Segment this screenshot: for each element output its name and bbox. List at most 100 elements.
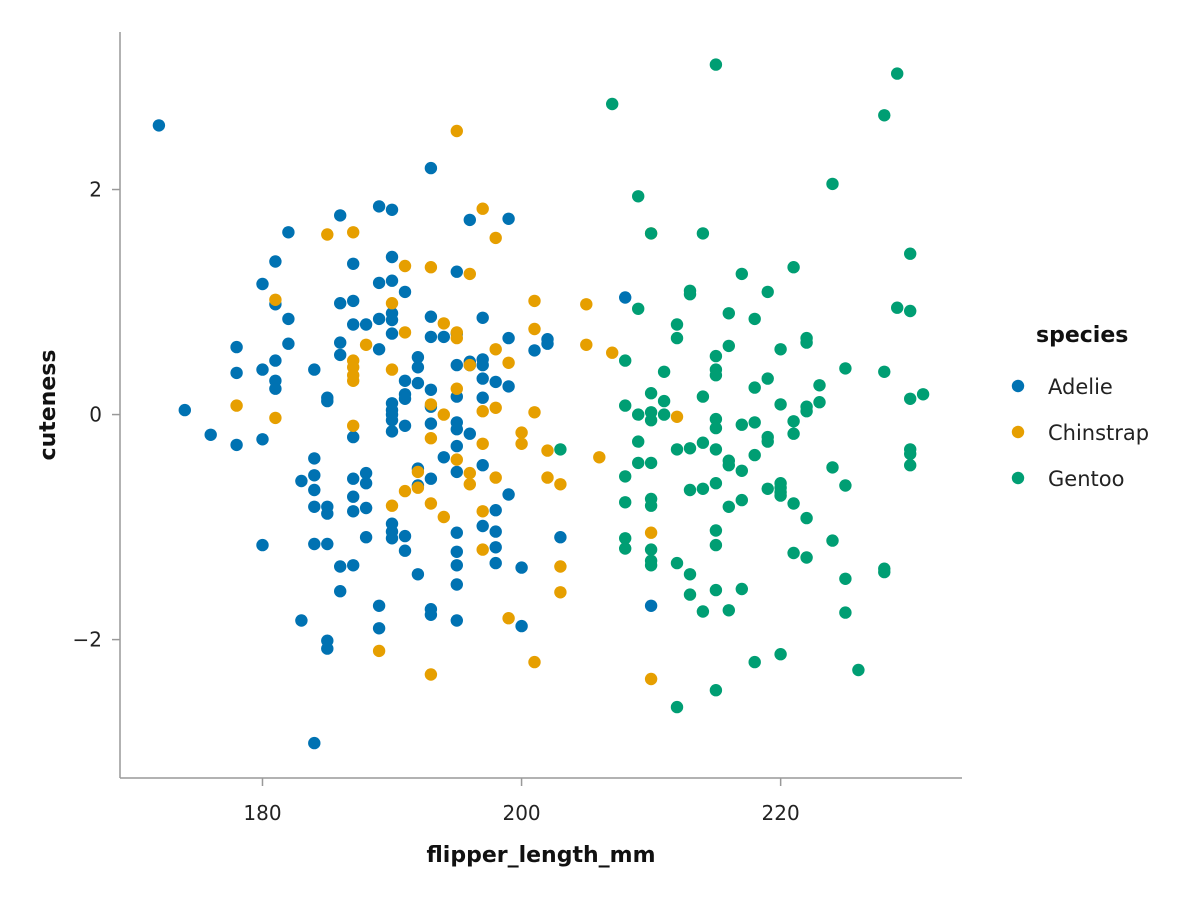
point-adelie <box>463 213 476 227</box>
point-adelie <box>359 531 373 544</box>
point-adelie <box>450 559 463 572</box>
point-adelie <box>411 351 425 364</box>
point-adelie <box>476 459 489 472</box>
point-adelie <box>269 255 282 268</box>
point-adelie <box>450 526 463 539</box>
point-adelie <box>450 614 463 627</box>
point-adelie <box>269 354 282 367</box>
point-chinstrap <box>476 437 489 450</box>
point-adelie <box>515 619 528 633</box>
point-chinstrap <box>398 259 412 273</box>
point-gentoo <box>904 304 917 318</box>
point-gentoo <box>683 483 697 497</box>
legend-label-adelie: Adelie <box>1048 375 1113 399</box>
x-tick-label: 220 <box>762 801 800 825</box>
point-chinstrap <box>347 226 360 239</box>
point-gentoo <box>619 496 632 509</box>
point-chinstrap <box>644 672 658 686</box>
point-gentoo <box>722 459 735 472</box>
point-adelie <box>372 312 386 326</box>
point-chinstrap <box>424 497 438 510</box>
point-chinstrap <box>437 408 450 421</box>
point-adelie <box>282 337 295 350</box>
point-adelie <box>489 541 502 554</box>
point-chinstrap <box>476 405 489 418</box>
point-chinstrap <box>424 668 438 681</box>
point-adelie <box>476 358 489 372</box>
point-adelie <box>437 451 450 464</box>
point-chinstrap <box>463 358 476 372</box>
point-gentoo <box>774 489 787 502</box>
point-adelie <box>295 474 308 488</box>
point-gentoo <box>800 551 813 564</box>
point-chinstrap <box>528 322 541 336</box>
point-adelie <box>450 358 463 372</box>
point-chinstrap <box>385 363 399 376</box>
point-adelie <box>502 331 515 345</box>
point-chinstrap <box>528 406 541 419</box>
point-adelie <box>489 525 502 538</box>
point-gentoo <box>787 415 800 428</box>
point-gentoo <box>709 58 723 71</box>
point-chinstrap <box>463 267 476 281</box>
point-adelie <box>385 327 399 340</box>
point-chinstrap <box>489 471 502 484</box>
point-adelie <box>230 340 243 354</box>
legend-entries: Adelie Chinstrap Gentoo <box>1011 375 1149 491</box>
point-gentoo <box>839 606 852 619</box>
point-adelie <box>644 599 658 612</box>
point-adelie <box>347 559 360 572</box>
point-adelie <box>308 452 321 465</box>
point-gentoo <box>800 336 813 349</box>
point-adelie <box>476 311 489 324</box>
point-gentoo <box>735 493 748 507</box>
point-gentoo <box>787 497 800 510</box>
x-tick-label: 200 <box>502 801 540 825</box>
point-adelie <box>450 545 463 558</box>
point-adelie <box>256 277 269 291</box>
point-chinstrap <box>450 331 463 345</box>
point-gentoo <box>632 456 645 470</box>
point-adelie <box>541 337 554 350</box>
point-adelie <box>152 119 166 132</box>
point-chinstrap <box>347 374 360 387</box>
point-adelie <box>424 310 438 323</box>
point-adelie <box>347 430 360 444</box>
point-chinstrap <box>528 294 541 308</box>
y-tick-label: 0 <box>89 403 102 427</box>
point-adelie <box>424 161 438 175</box>
y-axis-ticks: −2 0 2 <box>73 178 120 652</box>
point-chinstrap <box>230 399 243 412</box>
point-gentoo <box>878 365 891 378</box>
point-gentoo <box>709 684 723 697</box>
point-gentoo <box>800 405 813 418</box>
point-gentoo <box>839 572 852 585</box>
point-gentoo <box>644 414 658 427</box>
point-adelie <box>424 417 438 430</box>
point-gentoo <box>709 538 723 552</box>
point-adelie <box>372 622 386 635</box>
points-layer <box>152 58 930 750</box>
point-adelie <box>295 614 308 627</box>
point-gentoo <box>657 408 671 421</box>
point-chinstrap <box>269 411 282 425</box>
point-gentoo <box>619 532 632 545</box>
point-gentoo <box>683 288 697 301</box>
point-gentoo <box>839 479 852 492</box>
point-adelie <box>359 318 373 331</box>
point-chinstrap <box>580 298 593 311</box>
point-adelie <box>502 212 515 225</box>
point-adelie <box>308 736 321 750</box>
point-gentoo <box>709 349 723 363</box>
point-adelie <box>347 318 360 331</box>
point-gentoo <box>670 700 684 714</box>
point-chinstrap <box>476 505 489 518</box>
x-axis-ticks: 180 200 220 <box>243 778 800 825</box>
point-adelie <box>619 291 632 304</box>
point-chinstrap <box>372 644 386 658</box>
point-gentoo <box>891 301 904 314</box>
point-gentoo <box>735 464 748 477</box>
point-adelie <box>398 529 412 543</box>
point-adelie <box>308 483 321 497</box>
